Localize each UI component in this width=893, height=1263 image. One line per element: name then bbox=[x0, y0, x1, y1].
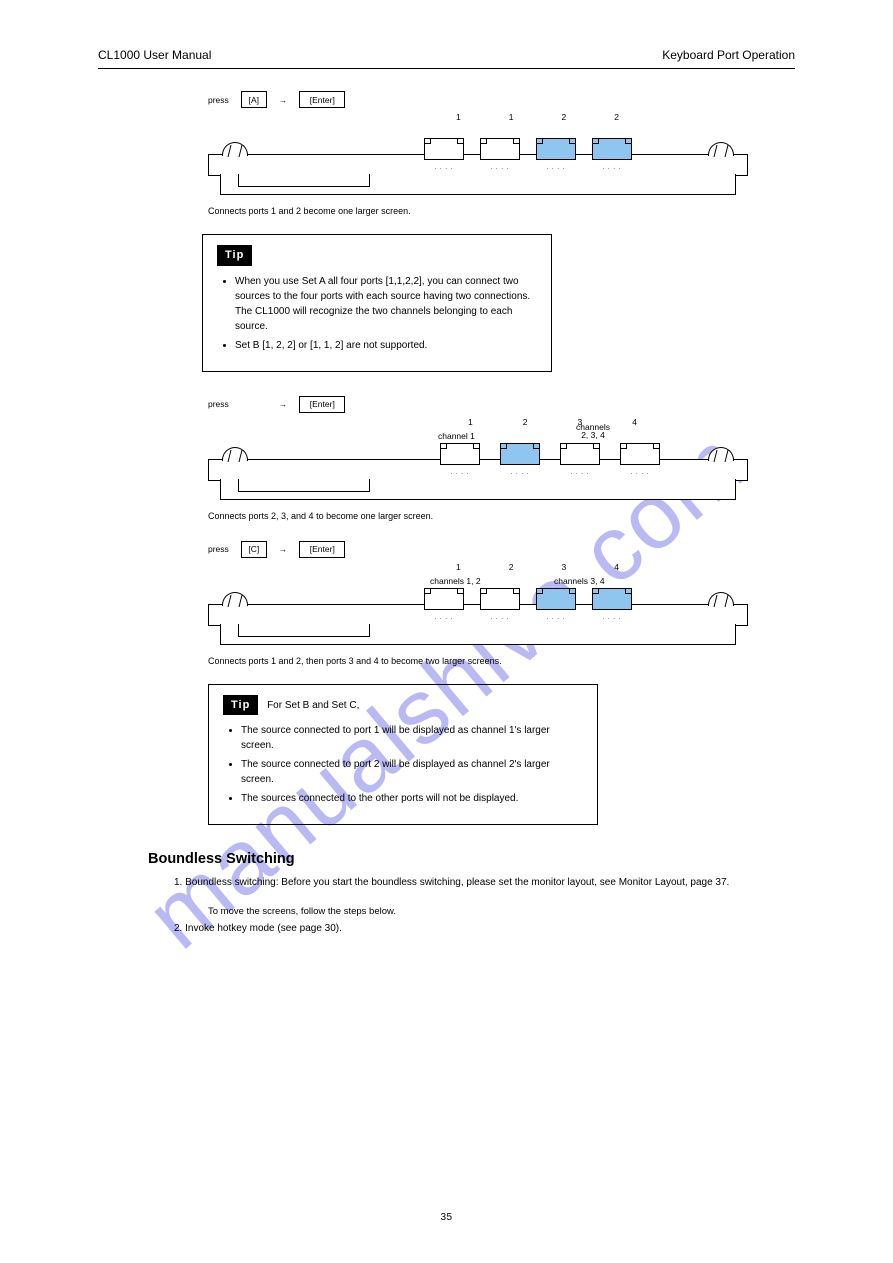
step-header: To move the screens, follow the steps be… bbox=[208, 906, 795, 917]
port-numbers-b: 1 2 3 4 bbox=[208, 417, 795, 427]
section-title: Keyboard Port Operation bbox=[662, 48, 795, 62]
set-a-keys: press [A] → [Enter] bbox=[208, 91, 795, 108]
set-a-desc: Connects ports 1 and 2 become one larger… bbox=[208, 206, 795, 216]
key-enter-c[interactable]: [Enter] bbox=[299, 541, 345, 558]
page-header: CL1000 User Manual Keyboard Port Operati… bbox=[0, 0, 893, 66]
label-ch34: channels 3, 4 bbox=[554, 576, 605, 586]
label-ch234: channels2, 3, 4 bbox=[576, 423, 610, 440]
strip-diagram-c: channels 1, 2 channels 3, 4 . . . . . . … bbox=[208, 582, 748, 654]
tip-badge: Tip bbox=[217, 245, 252, 266]
step-2: 2. Invoke hotkey mode (see page 30). bbox=[174, 923, 795, 934]
tip2-item-2: The source connected to port 2 will be d… bbox=[241, 757, 583, 787]
label-ch12: channels 1, 2 bbox=[430, 576, 481, 586]
key-enter-b[interactable]: [Enter] bbox=[299, 396, 345, 413]
set-b-desc: Connects ports 2, 3, and 4 to become one… bbox=[208, 511, 795, 521]
press-label-c: press bbox=[208, 544, 229, 554]
tip2-item-3: The sources connected to the other ports… bbox=[241, 791, 583, 806]
tip1-item-1: When you use Set A all four ports [1,1,2… bbox=[235, 274, 537, 334]
port-numbers-c: 1 2 3 4 bbox=[208, 562, 795, 572]
tip2-intro: For Set B and Set C, bbox=[267, 700, 359, 711]
set-c-desc: Connects ports 1 and 2, then ports 3 and… bbox=[208, 656, 795, 666]
set-c-keys: press [C] → [Enter] bbox=[208, 541, 795, 558]
arrow-icon: → bbox=[279, 95, 288, 105]
boundless-heading: Boundless Switching bbox=[148, 851, 795, 867]
manual-title: CL1000 User Manual bbox=[98, 48, 211, 62]
tip2-item-1: The source connected to port 1 will be d… bbox=[241, 723, 583, 753]
tip1-item-2: Set B [1, 2, 2] or [1, 1, 2] are not sup… bbox=[235, 338, 537, 353]
key-c[interactable]: [C] bbox=[241, 541, 267, 558]
key-a[interactable]: [A] bbox=[241, 91, 267, 108]
tip-list-1: When you use Set A all four ports [1,1,2… bbox=[217, 274, 537, 353]
set-b-keys: press → [Enter] bbox=[208, 396, 795, 413]
arrow-icon: → bbox=[279, 544, 288, 554]
strip-diagram-b: channel 1 channels2, 3, 4 . . . . . . . … bbox=[208, 437, 748, 509]
press-label-b: press bbox=[208, 399, 229, 409]
step-1: 1. Boundless switching: Before you start… bbox=[174, 877, 795, 888]
press-label: press bbox=[208, 95, 229, 105]
port-numbers-a: 1 1 2 2 bbox=[208, 112, 795, 122]
tip-box-2: Tip For Set B and Set C, The source conn… bbox=[208, 684, 598, 826]
arrow-icon: → bbox=[279, 399, 288, 409]
page-number: 35 bbox=[0, 1212, 893, 1223]
tip-badge-2: Tip bbox=[223, 695, 258, 716]
key-enter[interactable]: [Enter] bbox=[299, 91, 345, 108]
tip-box-1: Tip When you use Set A all four ports [1… bbox=[202, 234, 552, 372]
label-ch1: channel 1 bbox=[438, 431, 475, 441]
strip-diagram-a: . . . . . . . . . . . . . . . . bbox=[208, 132, 748, 204]
header-rule bbox=[98, 68, 795, 69]
tip-list-2: The source connected to port 1 will be d… bbox=[223, 723, 583, 806]
